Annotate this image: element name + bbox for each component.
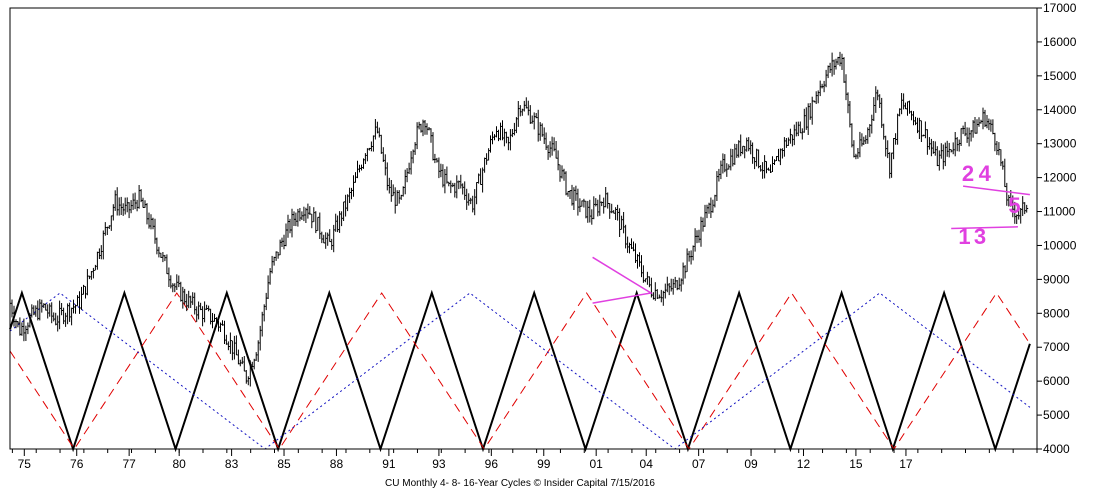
x-tick-label: 85 [277, 457, 291, 471]
x-tick-label: 77 [122, 457, 136, 471]
wave-annotations: 2 45 1 3 [958, 161, 1020, 249]
x-tick-label: 91 [382, 457, 396, 471]
x-tick-label: 15 [849, 457, 863, 471]
wave-label-2: 2 [962, 161, 974, 186]
cycle-lines [9, 289, 1031, 453]
y-tick-label: 5000 [1043, 408, 1070, 422]
x-tick-label: 04 [640, 457, 654, 471]
trendline-3 [951, 226, 1018, 230]
plot-frame [9, 7, 1038, 450]
x-tick-label: 88 [330, 457, 344, 471]
x-tick-label: 01 [589, 457, 603, 471]
x-tick-label: 99 [537, 457, 551, 471]
y-tick-label: 15000 [1043, 69, 1077, 83]
x-tick-label: 07 [692, 457, 706, 471]
wave-label-4: 4 [979, 161, 992, 186]
y-tick-label: 12000 [1043, 171, 1077, 185]
x-tick-label: 17 [899, 457, 913, 471]
y-tick-label: 14000 [1043, 103, 1077, 117]
price-bars [9, 51, 1029, 387]
x-tick-label: 12 [797, 457, 811, 471]
y-axis: 4000 5000 6000 7000 8000 9000 10000 11000 12000 1… [1037, 1, 1077, 456]
y-tick-label: 13000 [1043, 137, 1077, 151]
y-tick-label: 7000 [1043, 340, 1070, 354]
x-tick-label: 83 [225, 457, 239, 471]
trendline-2 [963, 185, 1030, 196]
cycle-line-2 [9, 292, 1031, 450]
x-tick-label: 09 [744, 457, 758, 471]
chart-caption: CU Monthly 4- 8- 16-Year Cycles © Inside… [385, 478, 655, 489]
y-tick-label: 17000 [1043, 1, 1077, 15]
y-tick-label: 9000 [1043, 272, 1070, 286]
x-tick-label: 96 [485, 457, 499, 471]
trendlines [592, 185, 1030, 304]
x-tick-label: 93 [432, 457, 446, 471]
y-tick-label: 6000 [1043, 374, 1070, 388]
cycle-line-1 [9, 289, 1031, 453]
wave-label-3: 3 [974, 224, 986, 249]
x-tick-label: 76 [70, 457, 84, 471]
x-tick-label: 80 [173, 457, 187, 471]
x-axis: 75 76 77 80 83 85 88 91 93 96 99 01 04 07 09 12 15 17 [11, 449, 1038, 471]
y-tick-label: 10000 [1043, 238, 1077, 252]
y-tick-label: 4000 [1043, 442, 1070, 456]
y-tick-label: 8000 [1043, 306, 1070, 320]
trendline-1 [592, 256, 654, 304]
wave-label-1: 1 [958, 224, 970, 249]
y-tick-label: 11000 [1043, 205, 1076, 219]
y-tick-label: 16000 [1043, 35, 1077, 49]
cycle-line-3 [9, 292, 1031, 450]
wave-label-5: 5 [1008, 193, 1020, 218]
x-tick-label: 75 [18, 457, 32, 471]
